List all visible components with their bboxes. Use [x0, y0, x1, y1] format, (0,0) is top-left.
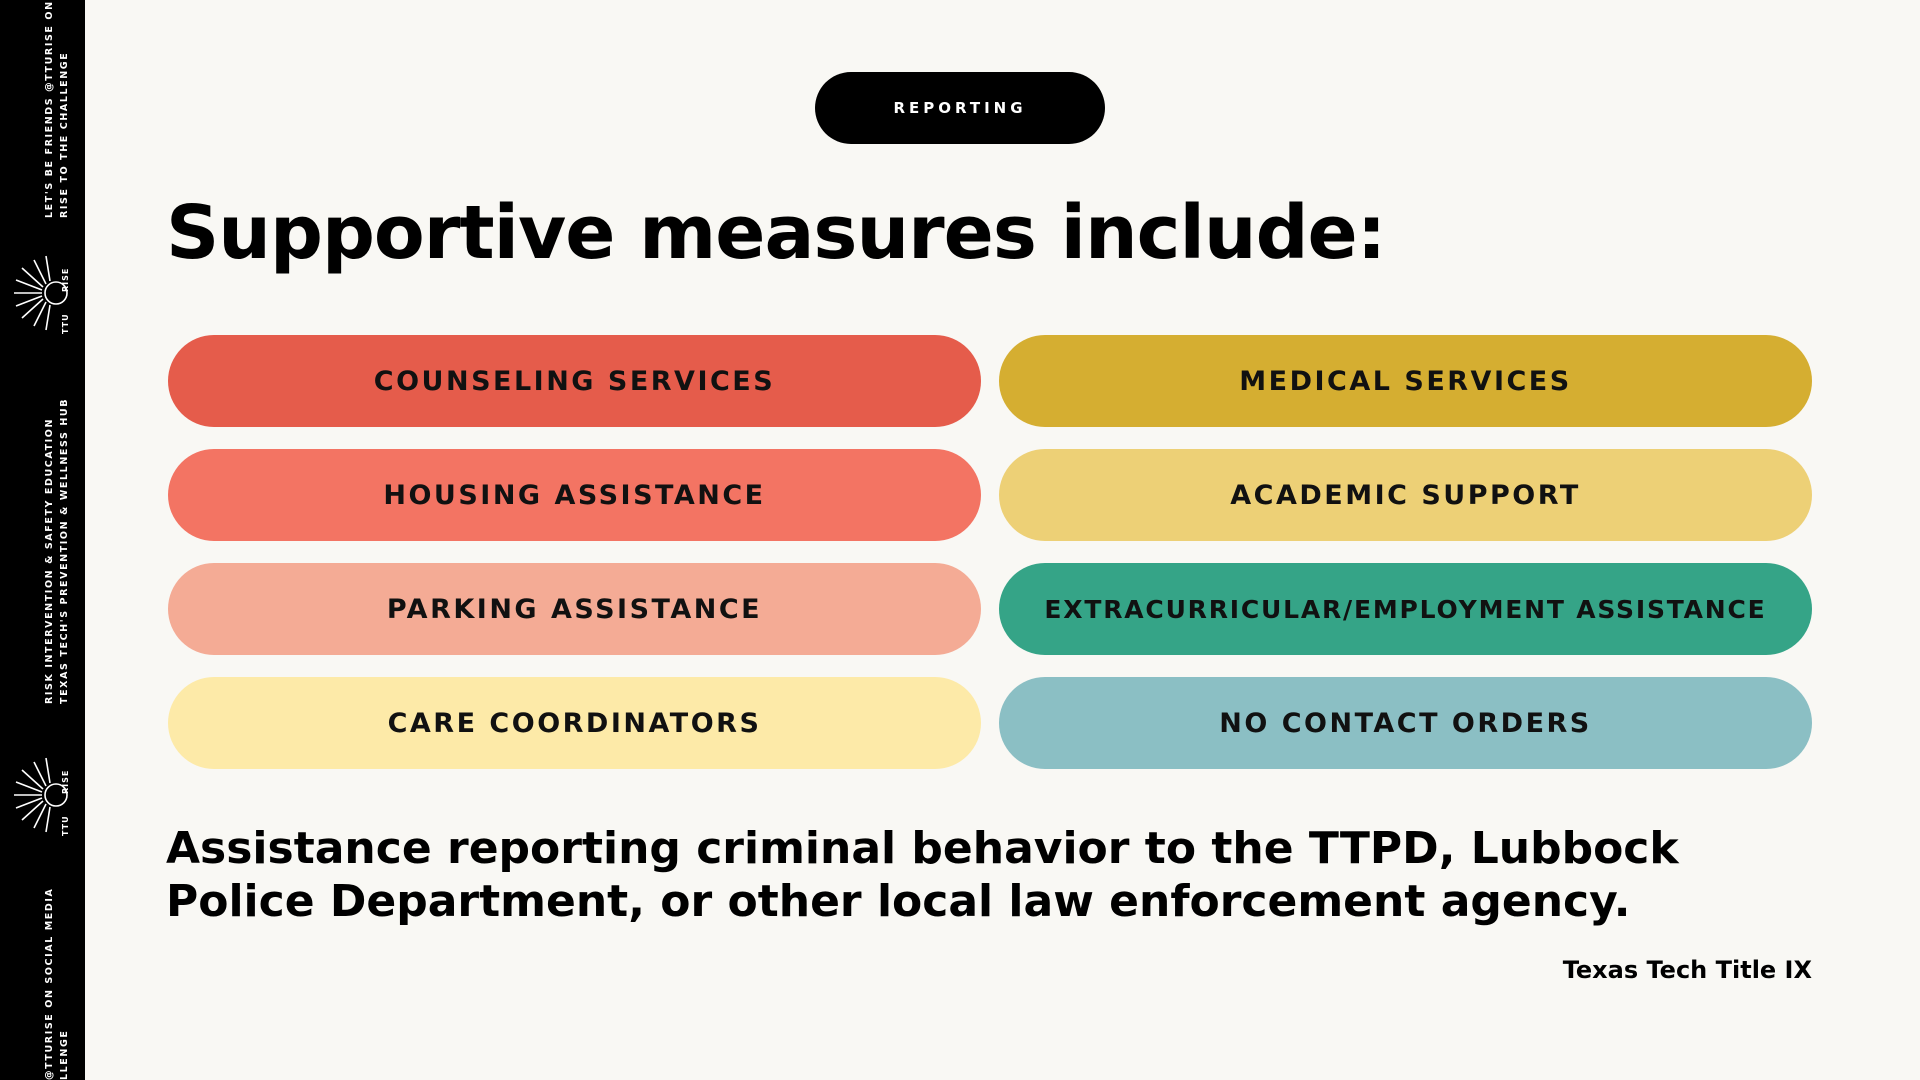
measure-housing-assistance: HOUSING ASSISTANCE: [168, 449, 981, 541]
measures-grid: COUNSELING SERVICES MEDICAL SERVICES HOU…: [168, 335, 1812, 769]
measure-counseling-services: COUNSELING SERVICES: [168, 335, 981, 427]
rise-logo-icon: RISE TTU: [14, 255, 70, 334]
measure-care-coordinators: CARE COORDINATORS: [168, 677, 981, 769]
measure-medical-services: MEDICAL SERVICES: [999, 335, 1812, 427]
svg-text:TTU: TTU: [61, 815, 70, 836]
sidebar-text-friends: LET'S BE FRIENDS @TTURISE ON RISE TO THE…: [44, 0, 70, 218]
measure-extracurricular-employment-assistance: EXTRACURRICULAR/EMPLOYMENT ASSISTANCE: [999, 563, 1812, 655]
measure-parking-assistance: PARKING ASSISTANCE: [168, 563, 981, 655]
sidebar: LET'S BE FRIENDS @TTURISE ON RISE TO THE…: [0, 0, 85, 1080]
rise-logo-icon-2: RISE TTU: [14, 757, 70, 836]
measure-academic-support: ACADEMIC SUPPORT: [999, 449, 1812, 541]
sidebar-text-social: @TTURISE ON SOCIAL MEDIA LLENGE: [44, 887, 70, 1080]
svg-text:RISE: RISE: [61, 268, 70, 292]
page-title: Supportive measures include:: [166, 190, 1386, 276]
source-credit: Texas Tech Title IX: [1562, 956, 1812, 984]
svg-text:RISE: RISE: [61, 770, 70, 794]
body-text: Assistance reporting criminal behavior t…: [166, 823, 1679, 927]
measure-no-contact-orders: NO CONTACT ORDERS: [999, 677, 1812, 769]
svg-text:TTU: TTU: [61, 313, 70, 334]
sidebar-text-rise: RISK INTERVENTION & SAFETY EDUCATION TEX…: [44, 397, 70, 704]
section-tag: REPORTING: [815, 72, 1105, 144]
